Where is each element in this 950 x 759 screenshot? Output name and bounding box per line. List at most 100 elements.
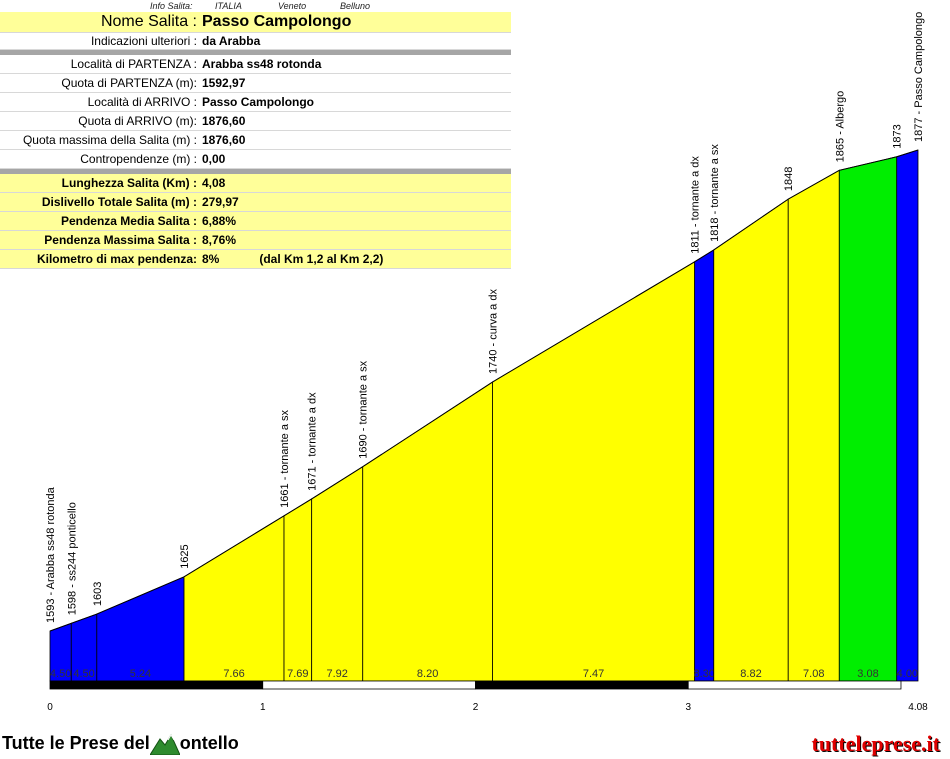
slope-segment: [787, 169, 840, 682]
stat-key: Dislivello Totale Salita (m) :: [0, 192, 200, 212]
slope-segment: [838, 156, 898, 682]
stat-value: 279,97: [200, 192, 511, 212]
stat-value-text: 8%: [202, 252, 220, 266]
landmark-label: 1818 - tornante a sx: [709, 144, 721, 242]
segment-slope-label: 3.08: [857, 668, 878, 680]
stat-value-text: 8,76%: [202, 233, 237, 247]
stat-key: Kilometro di max pendenza:: [0, 249, 200, 269]
x-tick-label: 4.08: [908, 702, 928, 713]
landmark-label: 1625: [179, 544, 191, 568]
climb-info-table: Nome Salita : Passo Campolongo Indicazio…: [0, 12, 511, 269]
segment-slope-label: 4.00: [897, 668, 918, 680]
stat-value-text: 4,08: [202, 176, 226, 190]
indication-key: Indicazioni ulteriori :: [0, 32, 200, 50]
km-ruler-band: [687, 680, 902, 690]
stat-value: 6,88%: [200, 211, 511, 231]
landmark-label: 1865 - Albergo: [834, 91, 846, 163]
x-tick-label: 0: [47, 702, 53, 713]
info-value-text: 1876,60: [202, 133, 246, 147]
footer-brand: Tutte le Prese del ontello: [2, 733, 239, 756]
slope-segment: [694, 249, 715, 682]
landmark-label: 1848: [783, 167, 795, 191]
info-value-text: Arabba ss48 rotonda: [202, 57, 322, 71]
stat-row: Kilometro di max pendenza: 8% (dal Km 1,2 …: [0, 249, 511, 269]
segment-slope-label: 5.24: [130, 668, 151, 680]
indication-value: da Arabba: [200, 32, 511, 50]
slope-segment: [492, 261, 696, 682]
indication-row: Indicazioni ulteriori : da Arabba: [0, 32, 511, 50]
segment-slope-label: 7.92: [326, 668, 347, 680]
separator: [0, 49, 511, 55]
landmark-label: 1661 - tornante a sx: [279, 409, 291, 507]
site-url[interactable]: tutteleprese.it: [811, 731, 941, 756]
info-value: Arabba ss48 rotonda: [200, 55, 511, 74]
landmark-label: 1873: [892, 124, 904, 148]
info-row: Quota di ARRIVO (m): 1876,60: [0, 111, 511, 131]
segment-slope-label: 7.69: [287, 668, 308, 680]
brand-text-a: Tutte le Prese del: [2, 733, 150, 753]
info-row: Località di ARRIVO : Passo Campolongo: [0, 92, 511, 112]
segment-slope-label: 7.47: [583, 668, 604, 680]
info-row: Località di PARTENZA : Arabba ss48 rotond…: [0, 55, 511, 74]
info-value: Passo Campolongo: [200, 92, 511, 112]
km-ruler-band: [49, 680, 264, 690]
mountain-logo-icon: [149, 734, 180, 756]
stat-row: Lunghezza Salita (Km) :4,08: [0, 174, 511, 193]
slope-segment: [311, 465, 364, 682]
info-value: 1876,60: [200, 111, 511, 131]
climb-name: Passo Campolongo: [200, 12, 511, 33]
info-value-text: 0,00: [202, 152, 226, 166]
segment-slope-label: 4.50: [50, 668, 71, 680]
km-ruler-band: [475, 680, 689, 690]
info-province: Belluno: [340, 1, 371, 11]
stat-value: 4,08: [200, 174, 511, 193]
landmark-label: 1593 - Arabba ss48 rotonda: [45, 486, 57, 623]
stat-row: Pendenza Massima Salita :8,76%: [0, 230, 511, 250]
info-label: Info Salita:: [150, 1, 193, 11]
info-value-text: 1592,97: [202, 76, 246, 90]
info-key: Quota massima della Salita (m) :: [0, 130, 200, 150]
info-row: Quota massima della Salita (m) :1876,60: [0, 130, 511, 150]
stat-key: Pendenza Massima Salita :: [0, 230, 200, 250]
stat-key: Pendenza Media Salita :: [0, 211, 200, 231]
segment-slope-label: 7.08: [803, 668, 824, 680]
landmark-label: 1811 - tornante a dx: [690, 156, 702, 254]
stat-value: 8% (dal Km 1,2 al Km 2,2): [200, 249, 511, 269]
landmark-label: 1603: [92, 582, 104, 606]
info-region: Veneto: [278, 1, 307, 11]
segment-slope-label: 8.82: [740, 668, 761, 680]
landmark-label: 1877 - Passo Campolongo: [913, 12, 925, 142]
info-key: Quota di ARRIVO (m):: [0, 111, 200, 131]
info-value: 0,00: [200, 149, 511, 169]
info-key: Località di ARRIVO :: [0, 92, 200, 112]
x-tick-label: 2: [473, 702, 479, 713]
slope-segment: [362, 381, 493, 682]
stat-row: Dislivello Totale Salita (m) :279,97: [0, 192, 511, 212]
stat-key: Lunghezza Salita (Km) :: [0, 174, 200, 193]
landmark-label: 1598 - ss244 ponticello: [66, 502, 78, 615]
x-tick-label: 3: [685, 702, 691, 713]
stat-value-text: 279,97: [202, 195, 239, 209]
stat-row: Pendenza Media Salita :6,88%: [0, 211, 511, 231]
x-tick-label: 1: [260, 702, 266, 713]
info-row: Info Salita: ITALIA Veneto Belluno: [0, 0, 520, 12]
stat-extra: (dal Km 1,2 al Km 2,2): [259, 252, 384, 266]
segment-slope-label: 8.20: [417, 668, 438, 680]
segment-slope-label: 8.30: [693, 668, 714, 680]
km-ruler-band: [262, 680, 476, 690]
stat-value-text: 6,88%: [202, 214, 237, 228]
landmark-label: 1690 - tornante a sx: [358, 360, 370, 458]
info-value: 1876,60: [200, 130, 511, 150]
slope-segment: [96, 576, 185, 682]
stat-value: 8,76%: [200, 230, 511, 250]
slope-segment: [283, 498, 313, 682]
info-key: Quota di PARTENZA (m):: [0, 73, 200, 93]
landmark-label: 1740 - curva a dx: [488, 289, 500, 374]
slope-segment: [183, 515, 285, 682]
segment-slope-label: 7.66: [223, 668, 244, 680]
slope-segment: [896, 149, 919, 682]
info-country: ITALIA: [215, 1, 242, 11]
info-value: 1592,97: [200, 73, 511, 93]
info-value-text: 1876,60: [202, 114, 246, 128]
